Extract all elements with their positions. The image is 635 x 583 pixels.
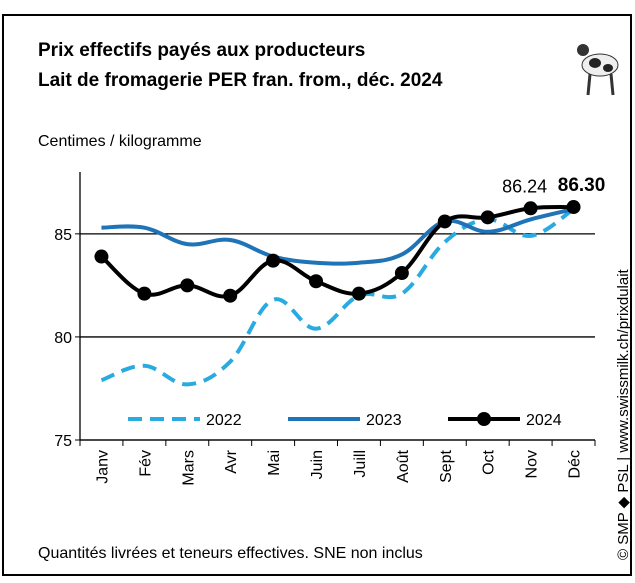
x-tick-label: Mai [266, 450, 283, 476]
point [266, 254, 280, 268]
chart-title: Prix effectifs payés aux producteurs [38, 40, 365, 61]
point [524, 201, 538, 215]
point [352, 287, 366, 301]
footnote: Quantités livrées et teneurs effectives.… [38, 545, 423, 562]
x-tick-label: Août [395, 449, 412, 482]
legend-marker [477, 412, 491, 426]
data-label: 86.24 [502, 176, 547, 196]
legend-label: 2022 [206, 412, 242, 429]
point [481, 210, 495, 224]
y-tick-label: 80 [54, 330, 72, 347]
point [137, 287, 151, 301]
legend-label: 2023 [366, 412, 402, 429]
x-tick-label: Déc [567, 450, 584, 478]
source: © SMP ◆ PSL | www.swissmilk.ch/prixdulai… [615, 268, 632, 560]
data-label: 86.30 [558, 175, 606, 196]
x-tick-label: Fév [137, 450, 154, 477]
point [94, 250, 108, 264]
legend-label: 2024 [526, 412, 562, 429]
point [309, 274, 323, 288]
x-tick-label: Avr [223, 449, 240, 473]
x-tick-label: Juin [309, 450, 326, 479]
point [180, 278, 194, 292]
point [223, 289, 237, 303]
point [438, 214, 452, 228]
point [395, 266, 409, 280]
y-tick-label: 85 [54, 227, 72, 244]
point [567, 200, 581, 214]
y-axis-title: Centimes / kilogramme [38, 133, 202, 150]
x-tick-label: Oct [481, 449, 498, 474]
x-tick-label: Sept [438, 449, 455, 482]
chart: Prix effectifs payés aux producteurs Lai… [0, 0, 635, 578]
x-tick-label: Juill [352, 450, 369, 478]
x-tick-label: Nov [524, 450, 541, 478]
y-tick-label: 75 [54, 433, 72, 450]
x-tick-label: Mars [180, 450, 197, 486]
x-tick-label: Janv [94, 450, 111, 484]
chart-subtitle: Lait de fromagerie PER fran. from., déc.… [38, 70, 443, 91]
frame [3, 15, 631, 575]
